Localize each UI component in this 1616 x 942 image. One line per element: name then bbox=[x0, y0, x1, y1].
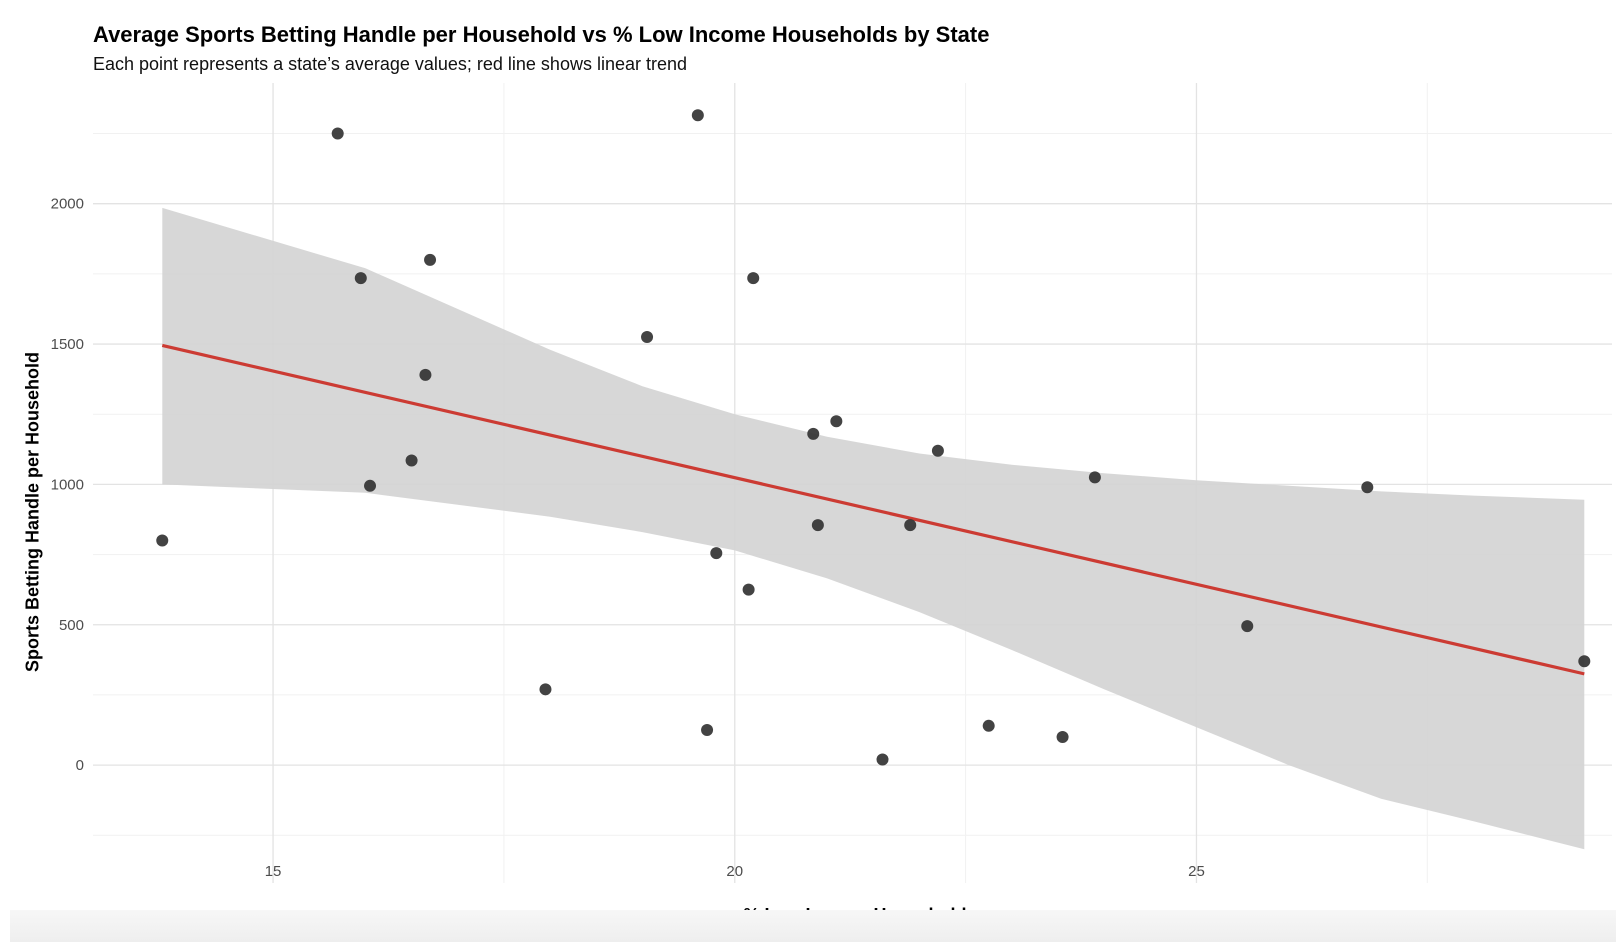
data-point bbox=[701, 724, 714, 737]
data-point bbox=[747, 272, 760, 285]
trend-line bbox=[161, 343, 1585, 676]
confidence-band bbox=[162, 207, 1585, 850]
data-point bbox=[1056, 731, 1069, 744]
data-point bbox=[539, 683, 552, 696]
data-point bbox=[641, 331, 654, 344]
data-point bbox=[876, 753, 889, 766]
y-tick-label: 500 bbox=[59, 617, 84, 634]
points-layer bbox=[156, 109, 1591, 766]
y-tick-label: 1500 bbox=[51, 336, 84, 353]
data-point bbox=[742, 583, 755, 596]
data-point bbox=[156, 534, 169, 547]
chart-subtitle: Each point represents a state’s average … bbox=[93, 54, 688, 74]
x-tick-label: 15 bbox=[265, 863, 282, 880]
y-tick-label: 0 bbox=[76, 757, 84, 774]
data-point bbox=[691, 109, 704, 122]
data-point bbox=[424, 253, 437, 266]
data-point bbox=[1578, 655, 1591, 668]
chart-title: Average Sports Betting Handle per Househ… bbox=[93, 22, 990, 47]
data-point bbox=[419, 368, 432, 381]
data-point bbox=[354, 272, 367, 285]
data-point bbox=[405, 454, 418, 467]
x-tick-label: 20 bbox=[726, 863, 743, 880]
data-point bbox=[807, 427, 820, 440]
data-point bbox=[931, 444, 944, 457]
data-point bbox=[364, 479, 377, 492]
data-point bbox=[710, 547, 723, 560]
y-tick-label: 2000 bbox=[51, 196, 84, 213]
data-point bbox=[331, 127, 344, 140]
data-point bbox=[1361, 481, 1374, 494]
data-point bbox=[1241, 620, 1254, 633]
data-point bbox=[830, 415, 843, 428]
trend-line-layer bbox=[161, 343, 1585, 676]
y-axis-label: Sports Betting Handle per Household bbox=[22, 351, 43, 673]
data-point bbox=[904, 519, 917, 532]
data-point bbox=[1088, 471, 1101, 484]
x-tick-label: 25 bbox=[1188, 863, 1205, 880]
data-point bbox=[811, 519, 824, 532]
confidence-band-layer bbox=[162, 207, 1585, 850]
y-axis-ticks: 0 500 1000 1500 2000 bbox=[51, 196, 84, 774]
data-point bbox=[982, 719, 995, 732]
y-tick-label: 1000 bbox=[51, 476, 84, 493]
x-axis-ticks: 15 20 25 bbox=[265, 863, 1205, 880]
window-bottom-bar bbox=[10, 910, 1616, 942]
